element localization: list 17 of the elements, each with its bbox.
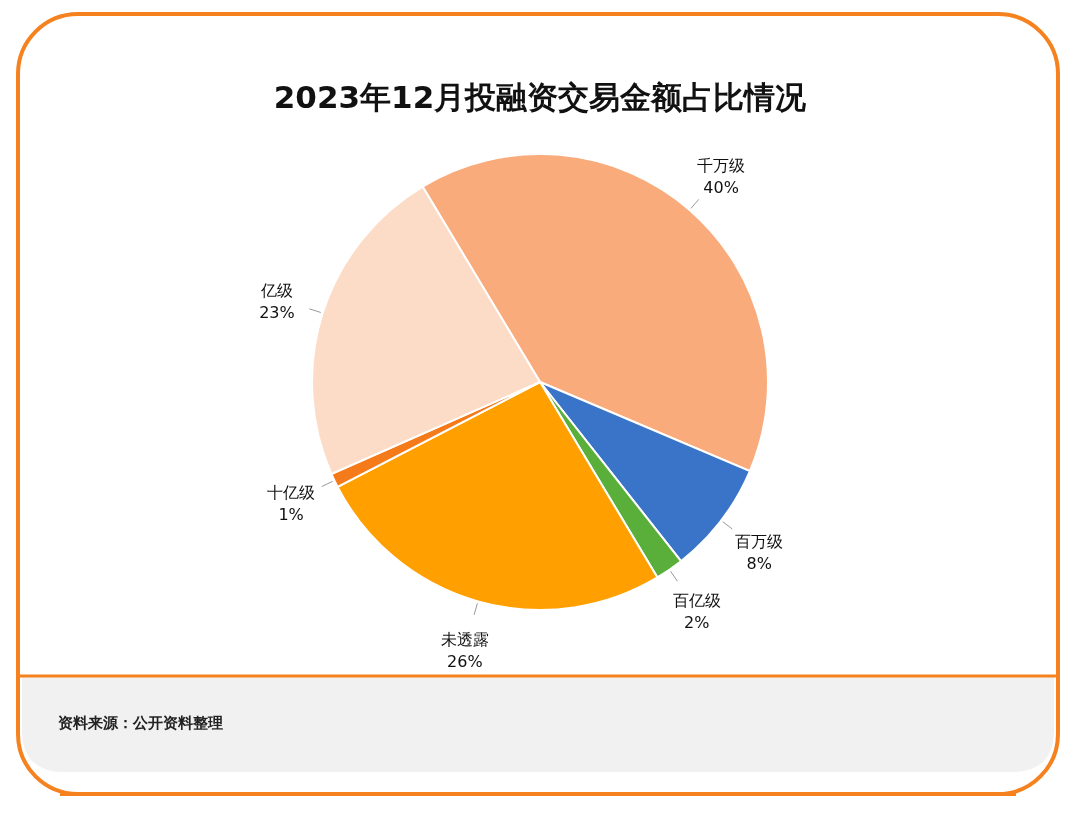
slice-label: 百亿级: [672, 591, 721, 611]
slice-label: 未透露: [440, 629, 489, 649]
pie-slice: [311, 185, 541, 476]
data-label: 40%: [703, 177, 739, 197]
text: 资料来源：公开资料整理: [58, 714, 223, 732]
slice-label: 亿级: [259, 280, 293, 300]
slice-label: 十亿级: [267, 483, 316, 503]
data-label: 8%: [746, 553, 772, 573]
data-label: 1%: [278, 505, 304, 525]
pie-slice: [421, 153, 769, 473]
pie-slice: [336, 381, 659, 611]
data-label: 23%: [259, 302, 295, 322]
data-label: 2%: [684, 613, 710, 633]
chart-title: 2023年12月投融资交易金额占比情况: [273, 79, 808, 115]
slice-label: 百万级: [735, 531, 784, 551]
slice-label: 千万级: [697, 155, 746, 175]
data-label: 26%: [447, 651, 483, 671]
